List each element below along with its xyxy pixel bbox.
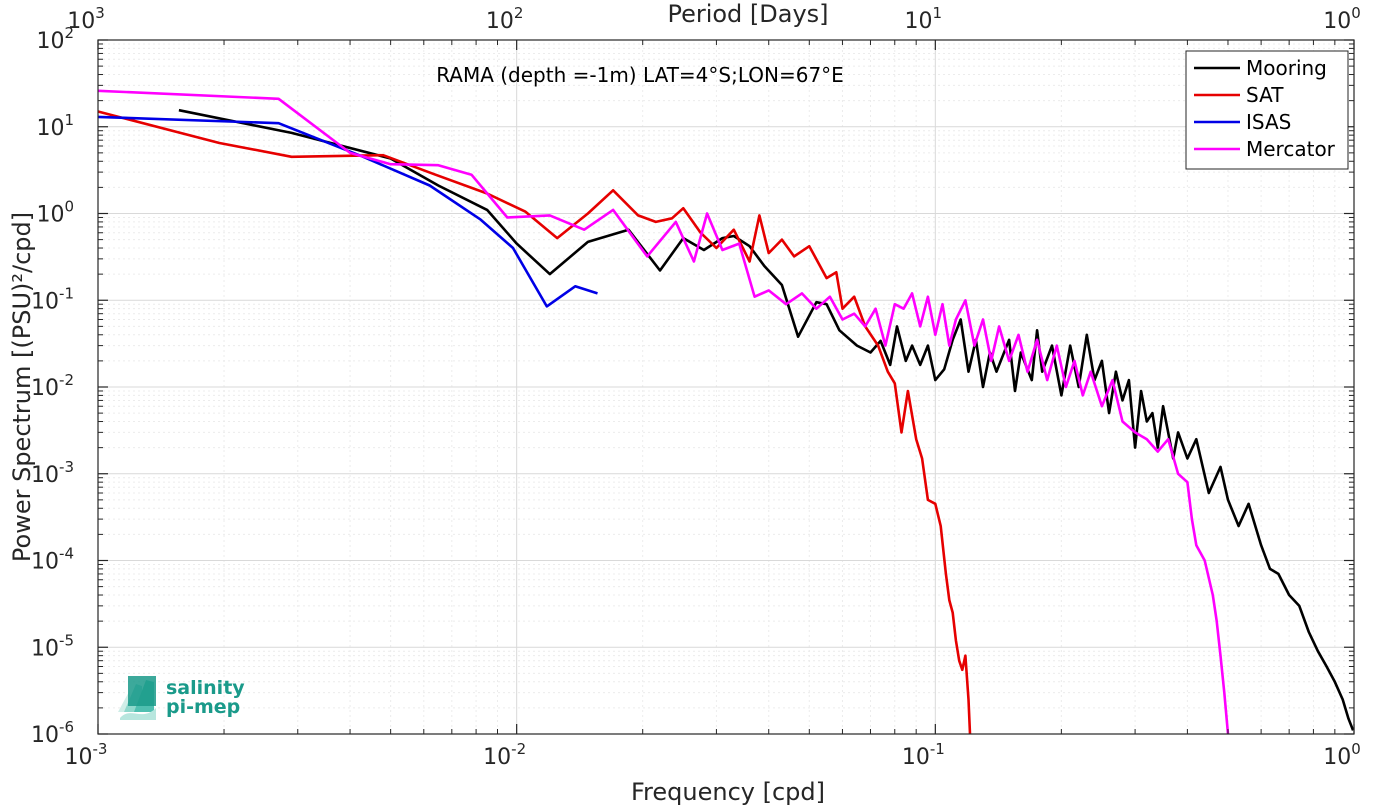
x2-tick-label: 100	[1323, 4, 1361, 34]
y-tick-label: 10-1	[31, 284, 74, 314]
y-tick-label: 10-4	[31, 545, 74, 575]
svg-text:pi-mep: pi-mep	[166, 696, 240, 718]
series-line-sat	[97, 110, 972, 735]
salinity-pi-mep-logo: salinity pi-mep	[118, 676, 245, 720]
x2-tick-label: 102	[486, 4, 524, 34]
x2-tick-label: 101	[905, 4, 943, 34]
chart-title: RAMA (depth =-1m) LAT=4°S;LON=67°E	[436, 63, 844, 87]
y-tick-label: 10-5	[31, 631, 74, 661]
y-tick-label: 102	[36, 24, 74, 54]
legend-label-mooring: Mooring	[1246, 56, 1327, 80]
y-tick-label: 100	[36, 198, 74, 228]
legend-label-isas: ISAS	[1246, 110, 1291, 134]
x2-tick-label: 103	[67, 4, 105, 34]
grid-minor	[98, 40, 1354, 734]
x-tick-label: 100	[1323, 740, 1361, 770]
x-axis-label: Frequency [cpd]	[631, 778, 825, 806]
series-line-isas	[97, 115, 598, 308]
tick-marks	[97, 39, 1355, 735]
y-tick-label: 10-6	[31, 718, 74, 748]
series-line-mercator	[97, 89, 1230, 735]
svg-text:salinity: salinity	[166, 677, 245, 699]
y-tick-label: 10-3	[31, 458, 74, 488]
legend-label-sat: SAT	[1246, 83, 1284, 107]
y-tick-label: 101	[36, 111, 74, 141]
y-tick-label: 10-2	[31, 371, 74, 401]
x-tick-label: 10-2	[483, 740, 526, 770]
series-line-mooring	[178, 108, 1355, 731]
x2-axis-label: Period [Days]	[667, 0, 828, 28]
x-tick-label: 10-1	[902, 740, 945, 770]
series-layer	[97, 89, 1355, 735]
legend-label-mercator: Mercator	[1246, 137, 1336, 161]
legend: Mooring SAT ISAS Mercator	[1185, 50, 1349, 170]
x-tick-label: 10-3	[65, 740, 108, 770]
y-axis-label: Power Spectrum [(PSU)²/cpd]	[8, 212, 36, 562]
